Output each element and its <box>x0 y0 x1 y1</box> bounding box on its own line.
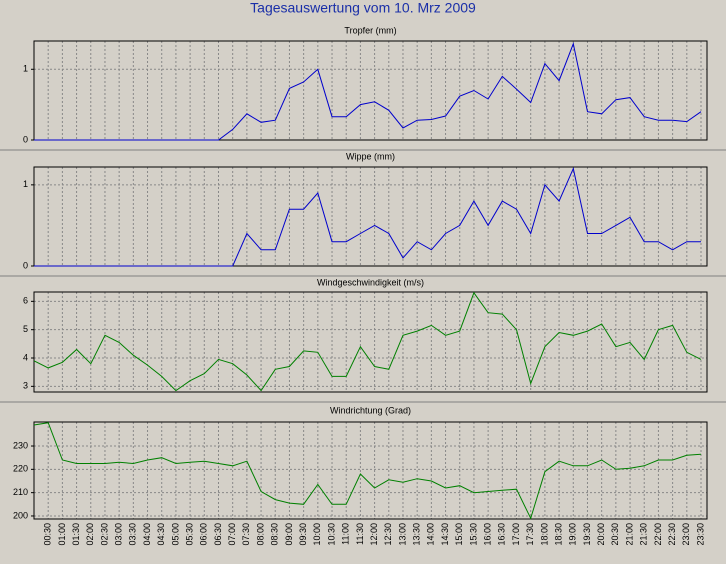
panel-title: Wippe (mm) <box>346 151 395 161</box>
x-tick-label: 16:30 <box>497 523 507 546</box>
x-tick-label: 15:30 <box>468 523 478 546</box>
x-tick-label: 14:30 <box>440 523 450 546</box>
x-tick-label: 13:30 <box>412 523 422 546</box>
y-tick-label: 210 <box>13 487 28 497</box>
panel-title: Tropfer (mm) <box>344 25 396 35</box>
x-tick-label: 07:00 <box>227 523 237 546</box>
data-line <box>34 42 702 141</box>
y-tick-label: 230 <box>13 440 28 450</box>
x-tick-label: 05:30 <box>184 523 194 546</box>
x-tick-label: 06:00 <box>199 523 209 546</box>
x-tick-label: 19:30 <box>582 523 592 546</box>
x-tick-label: 11:30 <box>355 523 365 545</box>
x-tick-label: 11:00 <box>341 523 351 545</box>
x-tick-label: 10:30 <box>326 523 336 546</box>
panel-title: Windgeschwindigkeit (m/s) <box>317 277 424 287</box>
plot-frame <box>33 40 708 141</box>
x-tick-label: 06:30 <box>213 523 223 546</box>
x-tick-label: 15:00 <box>454 523 464 546</box>
x-tick-label: 20:30 <box>610 523 620 546</box>
y-tick-label: 220 <box>13 464 28 474</box>
x-tick-label: 02:00 <box>85 523 95 546</box>
plot-frame <box>33 421 708 520</box>
x-tick-label: 12:00 <box>369 523 379 546</box>
x-tick-label: 13:00 <box>397 523 407 546</box>
x-tick-label: 18:30 <box>553 523 563 546</box>
x-tick-label: 09:30 <box>298 523 308 546</box>
x-tick-label: 17:30 <box>525 523 535 546</box>
y-tick-label: 1 <box>23 179 28 189</box>
x-tick-label: 12:30 <box>383 523 393 546</box>
x-tick-label: 04:30 <box>156 523 166 546</box>
x-tick-label: 16:00 <box>483 523 493 546</box>
x-tick-label: 14:00 <box>426 523 436 546</box>
data-line <box>34 166 701 267</box>
data-line <box>33 291 702 392</box>
y-tick-label: 4 <box>23 352 28 362</box>
x-tick-label: 03:00 <box>114 523 124 546</box>
chart-title: Tagesauswertung vom 10. Mrz 2009 <box>250 0 476 16</box>
x-tick-label: 23:00 <box>681 523 691 546</box>
panel-title: Windrichtung (Grad) <box>330 405 411 415</box>
x-tick-label: 18:00 <box>539 523 549 546</box>
x-tick-label: 10:00 <box>312 523 322 546</box>
x-tick-label: 19:00 <box>568 523 578 546</box>
data-line <box>33 422 702 520</box>
x-tick-label: 21:00 <box>624 523 634 546</box>
x-tick-label: 07:30 <box>241 523 251 546</box>
x-tick-label: 01:30 <box>71 523 81 546</box>
plot-frame <box>33 166 708 267</box>
y-tick-label: 6 <box>23 296 28 306</box>
x-tick-label: 20:00 <box>596 523 606 546</box>
y-tick-label: 0 <box>23 260 28 270</box>
x-tick-label: 17:00 <box>511 523 521 546</box>
y-tick-label: 1 <box>23 64 28 74</box>
x-tick-label: 21:30 <box>639 523 649 546</box>
x-tick-label: 04:00 <box>142 523 152 546</box>
x-tick-label: 01:00 <box>57 523 67 546</box>
x-tick-label: 00:30 <box>43 523 53 546</box>
y-tick-label: 0 <box>23 134 28 144</box>
x-tick-label: 09:00 <box>284 523 294 546</box>
y-tick-label: 5 <box>23 324 28 334</box>
x-tick-label: 22:00 <box>653 523 663 546</box>
x-tick-label: 02:30 <box>99 523 109 546</box>
x-tick-label: 05:00 <box>170 523 180 546</box>
y-tick-label: 200 <box>13 510 28 520</box>
y-tick-label: 3 <box>23 381 28 391</box>
x-tick-label: 08:00 <box>255 523 265 546</box>
x-tick-label: 22:30 <box>667 523 677 546</box>
plot-frame <box>33 291 708 393</box>
x-tick-label: 08:30 <box>270 523 280 546</box>
x-tick-label: 03:30 <box>128 523 138 546</box>
x-tick-label: 23:30 <box>695 523 705 546</box>
